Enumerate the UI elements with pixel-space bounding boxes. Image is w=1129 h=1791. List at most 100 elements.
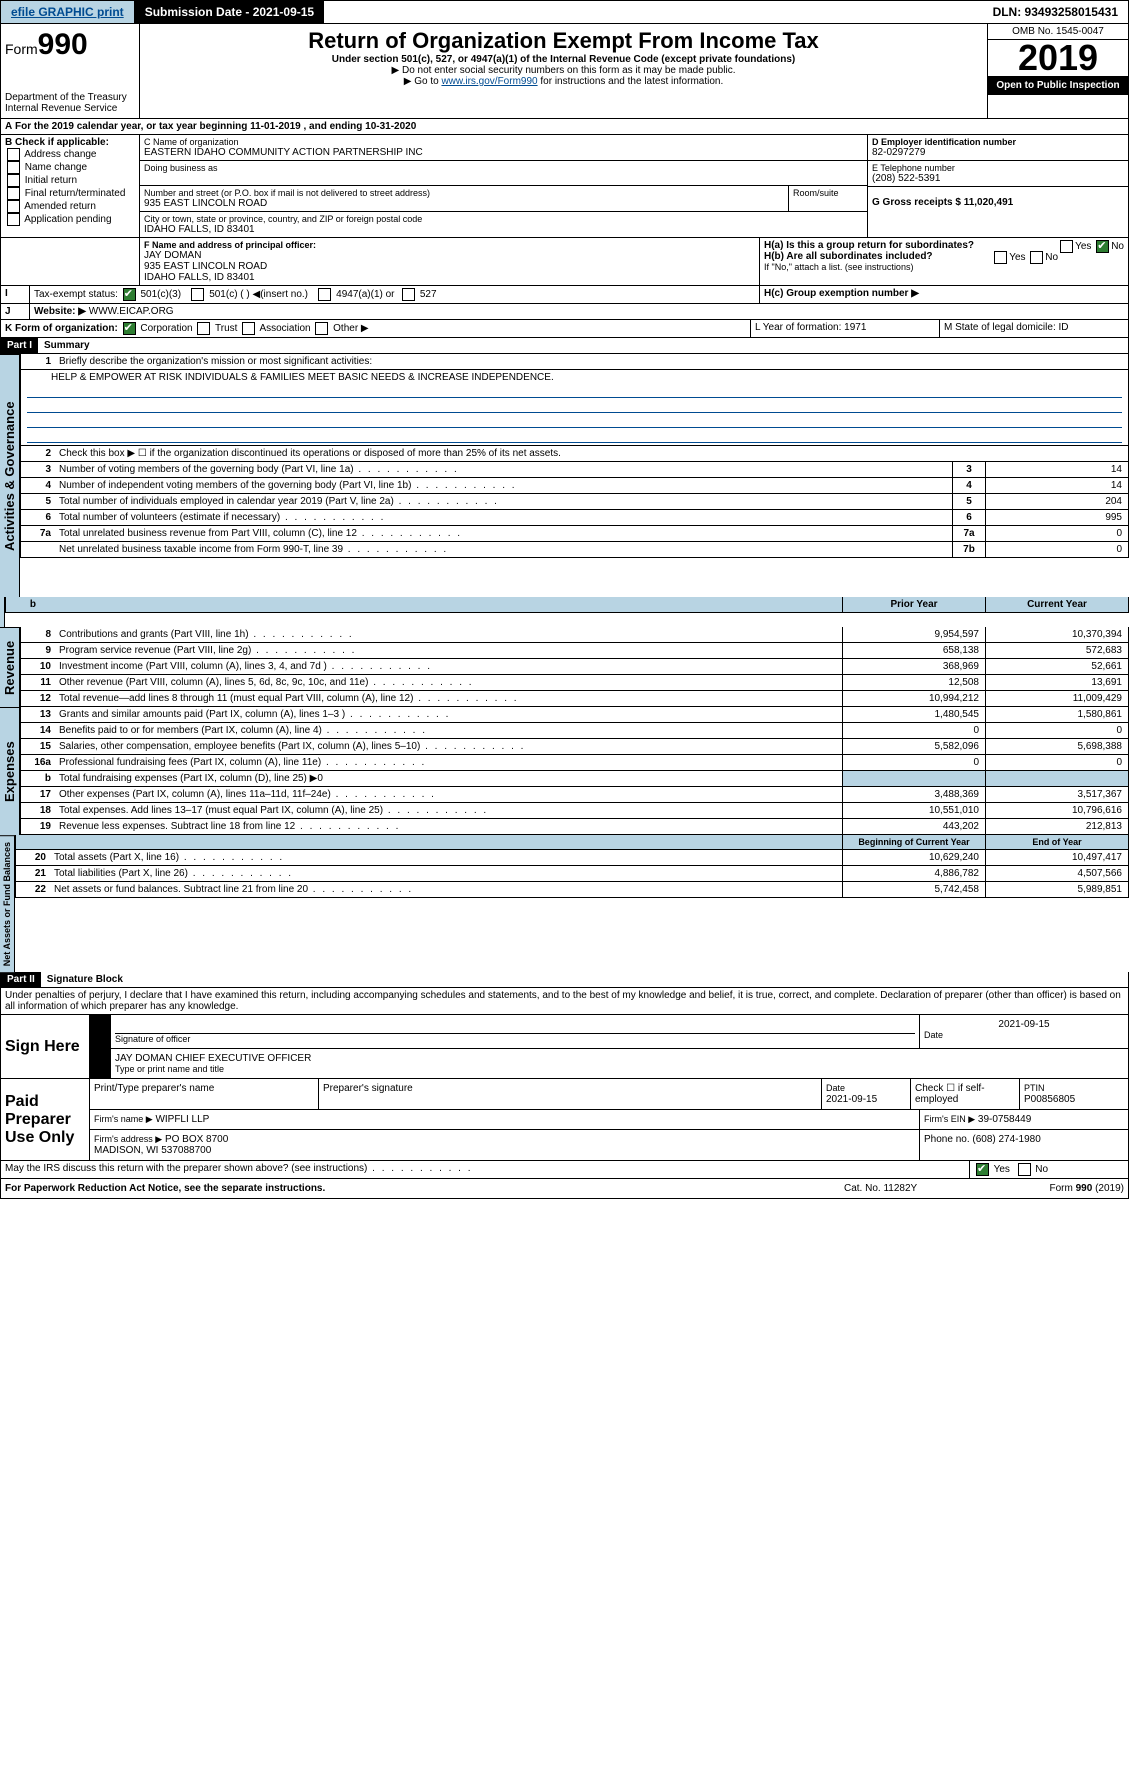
line-b: bTotal fundraising expenses (Part IX, co… (20, 771, 1129, 787)
summary-line-7b: Net unrelated business taxable income fr… (20, 542, 1129, 558)
subtitle-2: ▶ Do not enter social security numbers o… (144, 65, 983, 76)
street-address: 935 EAST LINCOLN ROAD (144, 198, 784, 209)
col-boy: Beginning of Current Year (842, 835, 985, 849)
ein: 82-0297279 (872, 147, 1124, 158)
part2-header: Part II Signature Block (0, 972, 1129, 988)
line-15: 15Salaries, other compensation, employee… (20, 739, 1129, 755)
room-suite: Room/suite (788, 186, 867, 211)
subtitle-1: Under section 501(c), 527, or 4947(a)(1)… (144, 54, 983, 65)
discuss-no[interactable] (1018, 1163, 1031, 1176)
chk-amended-return[interactable]: Amended return (5, 200, 135, 213)
addr-label: Number and street (or P.O. box if mail i… (144, 188, 784, 198)
g-gross: G Gross receipts $ 11,020,491 (872, 197, 1124, 208)
chk-name-change[interactable]: Name change (5, 161, 135, 174)
firm-ein: 39-0758449 (978, 1114, 1031, 1125)
dept: Department of the Treasury Internal Reve… (5, 92, 135, 114)
chk-other[interactable] (315, 322, 328, 335)
chk-trust[interactable] (197, 322, 210, 335)
part1-header: Part I Summary (0, 338, 1129, 354)
line-19: 19Revenue less expenses. Subtract line 1… (20, 819, 1129, 835)
chk-corp[interactable] (123, 322, 136, 335)
form-number: Form990 (5, 28, 135, 62)
summary-line-5: 5Total number of individuals employed in… (20, 494, 1129, 510)
subtitle-3: ▶ Go to www.irs.gov/Form990 for instruct… (144, 76, 983, 87)
col-eoy: End of Year (985, 835, 1128, 849)
summary-line-3: 3Number of voting members of the governi… (20, 462, 1129, 478)
c-label: C Name of organization (144, 137, 863, 147)
top-bar: efile GRAPHIC print Submission Date - 20… (0, 0, 1129, 24)
line-a: A For the 2019 calendar year, or tax yea… (1, 119, 1128, 134)
chk-final-return-terminated[interactable]: Final return/terminated (5, 187, 135, 200)
paid-preparer: Paid Preparer Use Only (1, 1079, 90, 1161)
chk-4947[interactable] (318, 288, 331, 301)
line-20: 20Total assets (Part X, line 16)10,629,2… (15, 850, 1129, 866)
vtab-net: Net Assets or Fund Balances (0, 835, 15, 972)
m-state: M State of legal domicile: ID (940, 320, 1128, 337)
h-a: H(a) Is this a group return for subordin… (764, 240, 1124, 251)
website: WWW.EICAP.ORG (89, 306, 174, 317)
discuss-row: May the IRS discuss this return with the… (0, 1161, 1129, 1179)
sign-here: Sign Here (1, 1015, 90, 1079)
l1: Briefly describe the organization's miss… (55, 354, 1128, 369)
vtab-revenue: Revenue (0, 627, 20, 707)
form-header: Form990 Department of the Treasury Inter… (0, 24, 1129, 119)
mission: HELP & EMPOWER AT RISK INDIVIDUALS & FAM… (21, 372, 1128, 383)
form-title: Return of Organization Exempt From Incom… (144, 28, 983, 54)
line-13: 13Grants and similar amounts paid (Part … (20, 707, 1129, 723)
dba-label: Doing business as (144, 163, 863, 173)
tax-year: 2019 (988, 40, 1128, 76)
line-14: 14Benefits paid to or for members (Part … (20, 723, 1129, 739)
line-12: 12Total revenue—add lines 8 through 11 (… (20, 691, 1129, 707)
vtab-b (0, 597, 5, 627)
officer-name: JAY DOMAN (144, 250, 755, 261)
l2: Check this box ▶ ☐ if the organization d… (55, 446, 1128, 461)
line-8: 8Contributions and grants (Part VIII, li… (20, 627, 1129, 643)
h-b2: If "No," attach a list. (see instruction… (764, 262, 1124, 272)
officer-addr: 935 EAST LINCOLN ROAD IDAHO FALLS, ID 83… (144, 261, 755, 283)
l-year: L Year of formation: 1971 (751, 320, 940, 337)
discuss-yes[interactable] (976, 1163, 989, 1176)
vtab-expenses: Expenses (0, 707, 20, 835)
section-b-to-g: B Check if applicable: Address change Na… (0, 135, 1129, 238)
section-f-h: F Name and address of principal officer:… (0, 238, 1129, 286)
e-label: E Telephone number (872, 163, 1124, 173)
line-22: 22Net assets or fund balances. Subtract … (15, 882, 1129, 898)
line-16a: 16aProfessional fundraising fees (Part I… (20, 755, 1129, 771)
b-header: B Check if applicable: (5, 137, 135, 148)
footer: For Paperwork Reduction Act Notice, see … (0, 1179, 1129, 1199)
h-c: H(c) Group exemption number ▶ (764, 288, 919, 299)
line-klm: K Form of organization: Corporation Trus… (0, 320, 1129, 338)
sign-date: 2021-09-15 (924, 1019, 1124, 1030)
chk-initial-return[interactable]: Initial return (5, 174, 135, 187)
line-i: I Tax-exempt status: 501(c)(3) 501(c) ( … (0, 286, 1129, 304)
submission-date: Submission Date - 2021-09-15 (135, 1, 324, 23)
line-21: 21Total liabilities (Part X, line 26)4,8… (15, 866, 1129, 882)
chk-address-change[interactable]: Address change (5, 148, 135, 161)
line-18: 18Total expenses. Add lines 13–17 (must … (20, 803, 1129, 819)
chk-assoc[interactable] (242, 322, 255, 335)
firm-name: WIPFLI LLP (155, 1114, 209, 1125)
summary-line-4: 4Number of independent voting members of… (20, 478, 1129, 494)
irs-link[interactable]: www.irs.gov/Form990 (441, 76, 537, 87)
line-10: 10Investment income (Part VIII, column (… (20, 659, 1129, 675)
declaration: Under penalties of perjury, I declare th… (0, 988, 1129, 1015)
f-label: F Name and address of principal officer: (144, 240, 755, 250)
line-17: 17Other expenses (Part IX, column (A), l… (20, 787, 1129, 803)
phone: (208) 522-5391 (872, 173, 1124, 184)
firm-phone: Phone no. (608) 274-1980 (920, 1130, 1129, 1161)
chk-501c3[interactable] (123, 288, 136, 301)
chk-application-pending[interactable]: Application pending (5, 213, 135, 226)
chk-501c[interactable] (191, 288, 204, 301)
line-9: 9Program service revenue (Part VIII, lin… (20, 643, 1129, 659)
vtab-governance: Activities & Governance (0, 354, 20, 597)
summary-line-7a: 7aTotal unrelated business revenue from … (20, 526, 1129, 542)
org-name: EASTERN IDAHO COMMUNITY ACTION PARTNERSH… (144, 147, 863, 158)
summary-line-6: 6Total number of volunteers (estimate if… (20, 510, 1129, 526)
efile-print-btn[interactable]: efile GRAPHIC print (1, 1, 135, 23)
d-label: D Employer identification number (872, 137, 1124, 147)
dln: DLN: 93493258015431 (983, 1, 1128, 23)
col-current: Current Year (985, 597, 1128, 612)
chk-527[interactable] (402, 288, 415, 301)
line-j: J Website: ▶ WWW.EICAP.ORG (0, 304, 1129, 320)
signature-table: Sign Here Signature of officer 2021-09-1… (0, 1015, 1129, 1161)
